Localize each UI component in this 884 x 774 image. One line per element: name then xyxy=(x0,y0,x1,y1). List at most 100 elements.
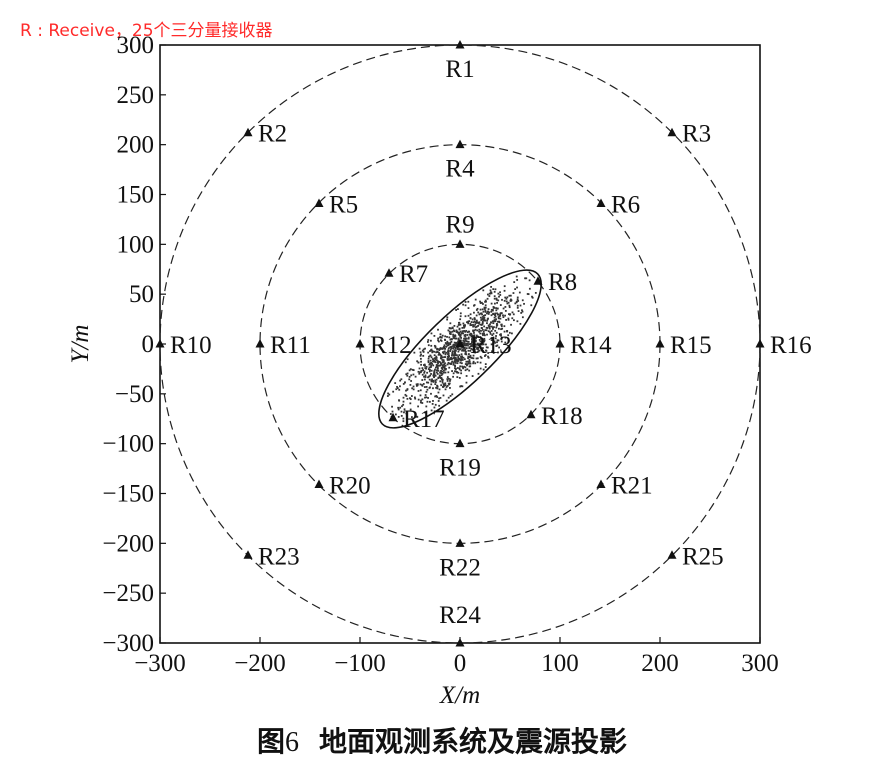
y-tick-label: 0 xyxy=(142,331,155,358)
source-point xyxy=(438,351,440,354)
source-point xyxy=(425,405,428,408)
source-point xyxy=(402,383,405,385)
source-point xyxy=(429,354,432,357)
source-point xyxy=(452,357,455,360)
source-point xyxy=(411,416,413,418)
source-point xyxy=(457,333,460,336)
source-point xyxy=(449,350,452,353)
source-point xyxy=(430,364,433,367)
source-point xyxy=(461,349,463,352)
source-point xyxy=(507,334,510,337)
source-point xyxy=(517,310,520,312)
source-point xyxy=(421,379,424,381)
source-point xyxy=(473,329,476,332)
receiver-label-r10: R10 xyxy=(170,332,212,359)
source-point xyxy=(440,367,443,369)
source-point xyxy=(459,358,461,361)
source-point xyxy=(505,319,508,321)
receiver-marker-r12 xyxy=(355,339,365,348)
source-point xyxy=(419,394,422,397)
receiver-marker-r2 xyxy=(243,127,253,137)
source-point xyxy=(469,356,472,359)
source-point xyxy=(431,351,434,354)
source-point xyxy=(456,354,458,357)
source-point xyxy=(498,327,500,330)
source-point xyxy=(484,355,486,357)
source-point xyxy=(490,330,493,332)
receiver-marker-r6 xyxy=(596,198,606,207)
source-point xyxy=(508,294,511,297)
source-point xyxy=(488,311,490,314)
source-point xyxy=(438,397,441,400)
source-point xyxy=(503,330,506,333)
source-point xyxy=(484,329,487,332)
source-point xyxy=(526,293,529,295)
source-point xyxy=(497,317,500,320)
source-point xyxy=(423,364,426,366)
source-point xyxy=(436,396,439,398)
source-point xyxy=(508,304,511,307)
source-point xyxy=(464,351,467,353)
source-point xyxy=(500,334,502,337)
source-point xyxy=(490,310,493,313)
source-point xyxy=(452,336,455,339)
source-point xyxy=(413,396,416,399)
receiver-marker-r17 xyxy=(388,412,398,422)
source-point xyxy=(432,400,434,402)
source-point xyxy=(494,337,497,340)
receiver-marker-r25 xyxy=(667,550,677,559)
source-point xyxy=(439,371,441,374)
source-point xyxy=(484,304,487,307)
source-point xyxy=(454,351,457,354)
source-point xyxy=(510,323,512,326)
source-point xyxy=(513,281,516,284)
source-point xyxy=(453,353,456,356)
source-point xyxy=(468,369,471,372)
source-point xyxy=(473,340,476,343)
source-point xyxy=(437,339,439,342)
source-point xyxy=(434,374,437,377)
source-point xyxy=(507,318,510,321)
source-point xyxy=(491,320,494,323)
source-point xyxy=(412,369,415,372)
source-point xyxy=(507,317,510,320)
source-point xyxy=(446,378,449,380)
source-point xyxy=(497,316,500,318)
source-point xyxy=(504,336,507,339)
source-point xyxy=(523,302,525,305)
y-tick-label: 250 xyxy=(117,82,155,109)
source-point xyxy=(487,356,490,359)
source-point xyxy=(424,394,427,396)
receiver-marker-r16 xyxy=(755,339,765,348)
source-point xyxy=(398,388,401,391)
receiver-marker-r15 xyxy=(655,339,665,348)
source-point xyxy=(452,329,455,332)
source-point xyxy=(461,341,464,344)
source-point xyxy=(456,330,459,333)
source-point xyxy=(496,341,498,344)
source-point xyxy=(465,381,468,384)
source-point xyxy=(458,348,461,351)
source-point xyxy=(436,366,439,369)
source-point xyxy=(462,366,464,369)
source-point xyxy=(492,352,495,354)
source-point xyxy=(438,404,441,407)
source-point xyxy=(437,391,440,394)
source-point xyxy=(436,372,439,375)
receiver-label-r18: R18 xyxy=(541,403,583,430)
source-point xyxy=(488,325,490,328)
source-point xyxy=(481,343,483,346)
source-point xyxy=(457,350,460,353)
source-point xyxy=(447,349,450,352)
source-point xyxy=(424,375,427,378)
source-point xyxy=(479,323,482,326)
source-point xyxy=(493,340,496,343)
source-point xyxy=(409,402,412,405)
source-point xyxy=(425,381,428,384)
source-point xyxy=(449,394,452,397)
receiver-label-r5: R5 xyxy=(329,191,358,218)
source-point xyxy=(397,415,400,418)
source-point xyxy=(439,353,442,356)
source-point xyxy=(453,345,456,347)
source-point xyxy=(460,357,463,360)
